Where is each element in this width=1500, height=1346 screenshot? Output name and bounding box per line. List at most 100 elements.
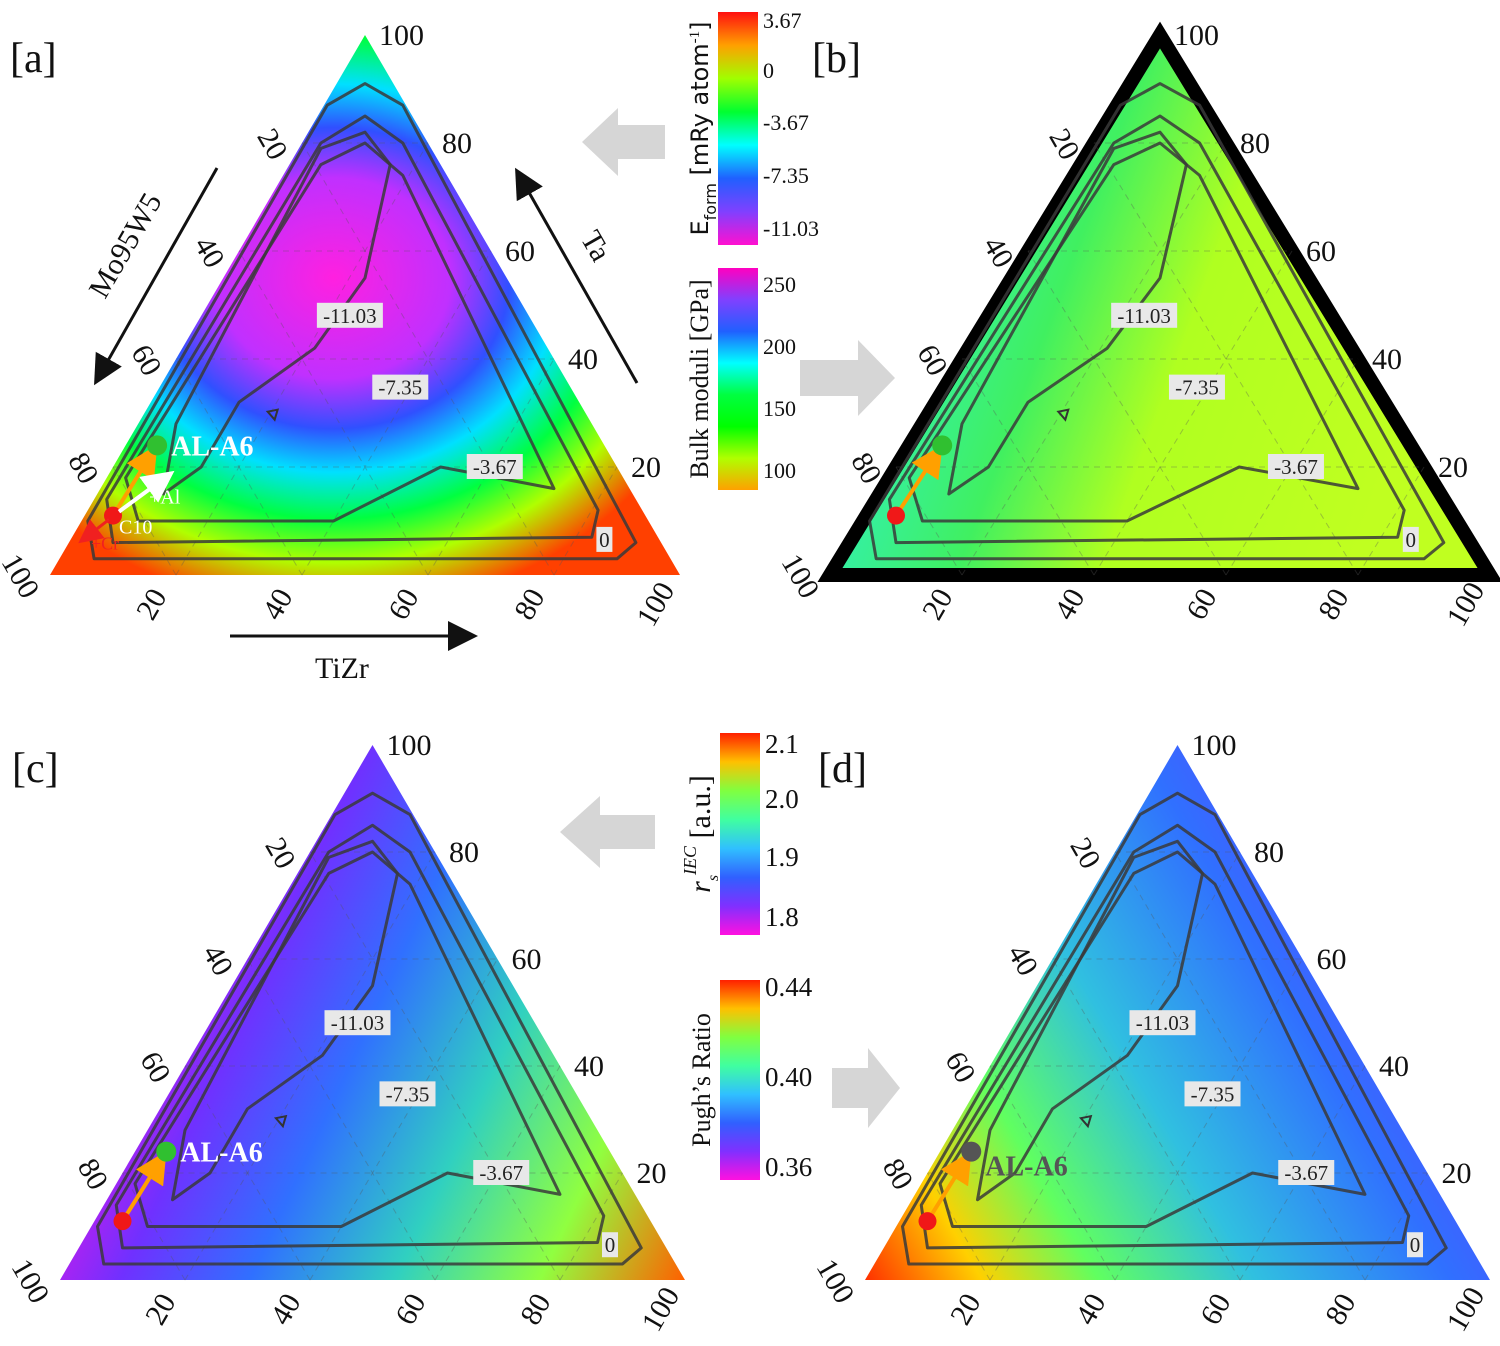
contour-line (976, 839, 1204, 1202)
left-axis-tick: 20 (250, 123, 294, 165)
colorbar-tick: 150 (763, 396, 796, 421)
right-axis-tick: 100 (1192, 729, 1237, 762)
contour-label: 0 (599, 528, 610, 552)
contour-label-bg (473, 1160, 530, 1185)
bottom-axis-tick: 80 (1312, 583, 1356, 625)
contour-label: -11.03 (1117, 304, 1170, 328)
colorbar-0: 3.67 0 -3.67 -7.35 -11.03 Eform [mRy atom-1] (686, 8, 819, 245)
colorbar-2: 2.1 2.0 1.9 1.8 rsIEC [a.u.] (680, 729, 799, 935)
mo-axis-title: Mo95W5 (82, 187, 168, 303)
al-a6-point (961, 1141, 982, 1162)
bottom-axis-tick: 40 (1048, 583, 1092, 625)
contour-line (124, 141, 556, 523)
grid-line (1093, 250, 1293, 576)
mo-axis-arrow (94, 167, 219, 386)
grid-line (301, 250, 492, 576)
right-axis-tick: 100 (1174, 19, 1219, 52)
bottom-axis-tick: 40 (264, 1288, 308, 1330)
contour-label-bg (1402, 526, 1419, 552)
colorbar-tick: 3.67 (763, 8, 802, 33)
grid-line (122, 1172, 186, 1281)
contour-label-bg (596, 526, 613, 552)
contour-label: -3.67 (479, 1161, 523, 1185)
ternary-panel-d: -11.03 -7.35 -3.67 0 20 20 20 40 40 40 60 60 60 80 80 8… (810, 729, 1492, 1337)
colorbar-tick: 200 (763, 334, 796, 359)
right-axis-tick: 40 (574, 1050, 604, 1083)
c10-point (918, 1212, 937, 1231)
colorbar-tick: 0.36 (765, 1152, 812, 1182)
colorbar-tick: 1.8 (765, 902, 799, 932)
colorbar-title: rsIEC [a.u.] (680, 775, 722, 893)
transfer-arrow-left-top (582, 108, 665, 176)
bottom-axis-tick: 20 (916, 583, 960, 625)
panel-label: [a] (10, 36, 57, 82)
contour-label-bg (1267, 454, 1324, 479)
panel-label: [c] (12, 746, 59, 792)
left-axis-tick: 100 (775, 549, 826, 604)
colorbar-gradient (718, 268, 758, 490)
composition-arrow (120, 1150, 167, 1223)
contour-label-bg (602, 1232, 618, 1258)
contour-label: 0 (1410, 1233, 1421, 1257)
contour-line (161, 130, 392, 496)
composition-arrow (894, 444, 943, 517)
ta-axis-title: Ta (574, 225, 617, 267)
contour-label: 0 (605, 1233, 616, 1257)
contour-label: -7.35 (1175, 376, 1219, 400)
cr-label: +Cr (91, 534, 119, 554)
bottom-axis-tick: 40 (256, 583, 300, 625)
contour-label: 0 (1406, 528, 1417, 552)
bottom-axis-tick: 40 (1069, 1288, 1113, 1330)
grid-line (309, 958, 498, 1281)
contour-label: -11.03 (331, 1011, 384, 1035)
grid-line (309, 851, 561, 1281)
left-axis-tick: 40 (187, 231, 231, 273)
right-axis-tick: 60 (512, 943, 542, 976)
bottom-axis-tick: 100 (1440, 1282, 1491, 1337)
left-axis-tick: 60 (938, 1046, 982, 1088)
c10-point (113, 1212, 132, 1231)
contour-line (919, 823, 1411, 1250)
colorbar-title: Eform [mRy atom-1] (686, 21, 720, 235)
contour-line (947, 130, 1188, 496)
right-axis-tick: 80 (1240, 127, 1270, 160)
right-axis-tick: 20 (1442, 1157, 1472, 1190)
grid-line (247, 958, 436, 1281)
left-axis-tick: 80 (71, 1153, 115, 1195)
contour-island (1056, 408, 1070, 422)
c10-point (887, 506, 905, 525)
contour-island (273, 1114, 288, 1129)
transfer-arrow-left-bottom (560, 796, 655, 868)
colorbar-title: Pugh’s Ratio (687, 1013, 716, 1147)
contour-line (887, 114, 1406, 545)
bottom-axis-tick: 100 (1440, 577, 1491, 632)
contour-label-bg (466, 454, 523, 479)
transfer-arrow-right-bottom (832, 1048, 900, 1128)
right-axis-tick: 100 (379, 19, 424, 52)
bottom-axis-tick: 100 (635, 1282, 686, 1337)
contour-island (265, 408, 280, 422)
bottom-axis-tick: 60 (389, 1288, 433, 1330)
bottom-axis-tick: 20 (130, 583, 174, 625)
bottom-axis-tick: 80 (1319, 1288, 1363, 1330)
contour-label: -11.03 (1136, 1011, 1189, 1035)
contour-label-bg (1168, 374, 1225, 400)
right-axis-tick: 60 (1317, 943, 1347, 976)
panel-label: [b] (812, 36, 861, 82)
grid-line (989, 1065, 1116, 1281)
al-a6-label: AL-A6 (171, 431, 253, 462)
panel-label: [d] (818, 746, 867, 792)
al-label: +Al (149, 487, 181, 509)
grid-line (961, 358, 1095, 576)
ternary-panel-a: -11.03 -7.35 -3.67 0 20 20 20 40 40 40 60 60 60 80 80 8… (0, 19, 681, 632)
bottom-axis-tick: 80 (514, 1288, 558, 1330)
bottom-axis-tick: 100 (630, 577, 681, 632)
contour-label-bg (1184, 1081, 1241, 1107)
contour-label-bg (379, 1081, 436, 1107)
bottom-axis-tick: 20 (139, 1288, 183, 1330)
left-axis-tick: 100 (5, 1254, 56, 1309)
contour-label: -3.67 (1274, 455, 1318, 479)
colorbar-tick: 0.44 (765, 972, 813, 1002)
al-arrow (117, 470, 175, 514)
